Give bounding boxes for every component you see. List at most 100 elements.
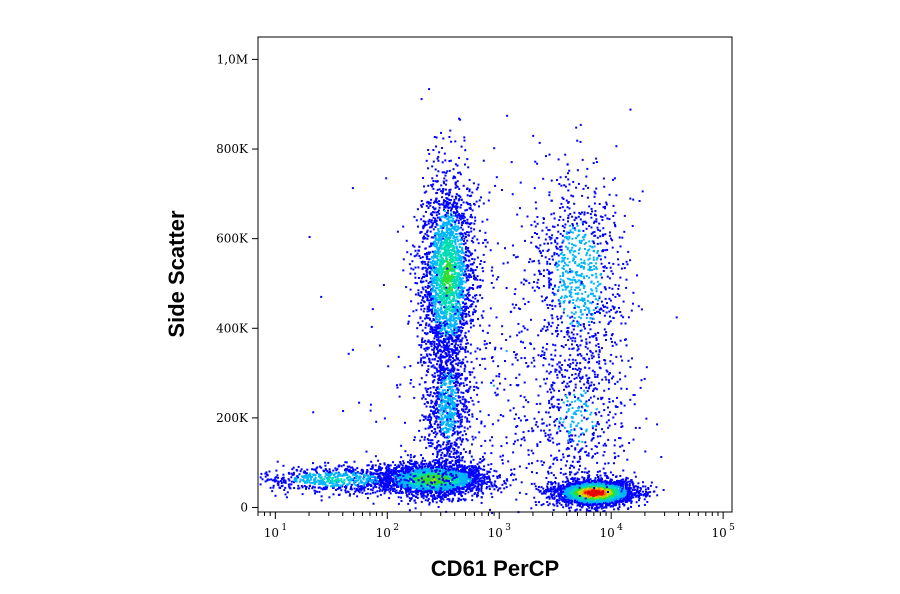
- data-point: [422, 203, 425, 206]
- data-point: [426, 295, 429, 298]
- data-point: [432, 285, 435, 287]
- data-point: [457, 264, 460, 267]
- data-point: [437, 506, 440, 508]
- data-point: [365, 474, 368, 477]
- data-point: [260, 472, 263, 475]
- data-point: [441, 481, 444, 484]
- data-point: [457, 285, 460, 288]
- data-point: [457, 249, 460, 252]
- data-point: [462, 486, 465, 489]
- data-point: [348, 494, 351, 497]
- data-point: [447, 467, 450, 470]
- data-point: [451, 205, 454, 208]
- data-point: [283, 489, 286, 491]
- data-point: [461, 466, 464, 469]
- data-point: [458, 246, 461, 248]
- data-point: [493, 469, 496, 472]
- data-point: [390, 477, 392, 480]
- data-point: [349, 478, 352, 481]
- data-point: [310, 482, 313, 485]
- data-point: [385, 488, 388, 491]
- data-point: [415, 460, 418, 463]
- data-point: [432, 466, 435, 469]
- data-point: [288, 486, 291, 489]
- data-point: [444, 295, 447, 298]
- data-point: [309, 477, 312, 480]
- data-point: [433, 208, 436, 211]
- data-point: [282, 464, 285, 467]
- data-point: [441, 299, 444, 302]
- data-point: [424, 490, 427, 492]
- data-point: [439, 216, 442, 219]
- data-point: [335, 478, 338, 481]
- data-point: [407, 477, 410, 479]
- data-point: [474, 350, 477, 353]
- data-point: [439, 336, 442, 338]
- data-point: [465, 474, 468, 477]
- data-point: [447, 336, 450, 339]
- data-point: [434, 234, 436, 237]
- data-point: [425, 223, 428, 226]
- data-point: [477, 480, 480, 483]
- data-point: [448, 295, 451, 298]
- data-point: [443, 493, 446, 496]
- data-point: [435, 480, 438, 483]
- data-point: [446, 212, 449, 214]
- data-point: [405, 480, 407, 483]
- data-point: [441, 161, 444, 164]
- data-point: [444, 461, 447, 464]
- data-point: [415, 477, 418, 480]
- data-point: [426, 275, 428, 277]
- data-point: [414, 469, 417, 472]
- data-point: [459, 218, 462, 221]
- data-point: [477, 489, 480, 492]
- data-point: [452, 453, 455, 455]
- data-point: [465, 488, 468, 491]
- data-point: [449, 286, 452, 289]
- data-point: [445, 482, 448, 485]
- data-point: [469, 470, 472, 472]
- data-point: [422, 480, 425, 483]
- data-point: [454, 334, 457, 337]
- data-point: [431, 284, 434, 287]
- data-point: [430, 479, 433, 482]
- data-point: [354, 484, 357, 487]
- data-point: [471, 473, 474, 476]
- data-point: [483, 261, 486, 263]
- data-point: [328, 470, 331, 473]
- data-point: [343, 482, 346, 485]
- data-point: [439, 479, 442, 482]
- data-point: [338, 486, 341, 489]
- data-point: [375, 472, 377, 475]
- data-point: [363, 489, 366, 492]
- data-point: [479, 473, 482, 476]
- data-point: [466, 249, 469, 252]
- data-point: [272, 484, 275, 487]
- data-point: [443, 210, 446, 212]
- data-point: [331, 472, 334, 475]
- data-point: [404, 488, 407, 490]
- data-point: [460, 226, 463, 229]
- data-point: [350, 483, 353, 486]
- data-point: [422, 488, 425, 491]
- data-point: [319, 481, 322, 484]
- data-point: [432, 332, 434, 334]
- data-point: [443, 486, 445, 489]
- data-point: [484, 475, 487, 478]
- data-point: [271, 479, 274, 482]
- data-point: [422, 474, 425, 476]
- data-point: [420, 500, 423, 503]
- data-point: [309, 474, 312, 477]
- data-point: [442, 301, 445, 304]
- data-point: [458, 302, 460, 305]
- data-point: [463, 139, 466, 142]
- data-point: [293, 478, 296, 481]
- data-point: [434, 233, 436, 235]
- data-point: [488, 477, 491, 480]
- data-point: [393, 474, 396, 477]
- data-point: [399, 490, 402, 492]
- data-point: [370, 472, 373, 474]
- data-point: [415, 489, 418, 492]
- data-point: [429, 277, 432, 280]
- data-point: [499, 474, 501, 477]
